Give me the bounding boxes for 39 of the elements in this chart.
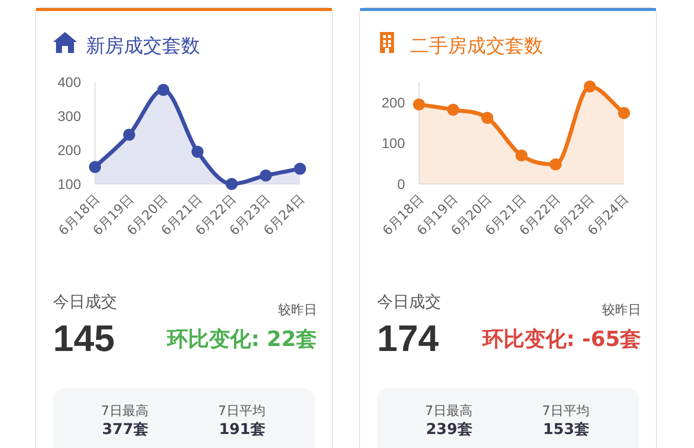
- y-tick-label: 300: [58, 108, 82, 124]
- point: [447, 104, 460, 116]
- point: [260, 170, 272, 182]
- text: 239套: [426, 420, 472, 439]
- y-tick-label: 400: [58, 74, 82, 90]
- point: [584, 80, 596, 92]
- point: [516, 149, 528, 162]
- text: 环比变化: 22套: [167, 326, 317, 353]
- text: 较昨日: [278, 302, 317, 319]
- text: 较昨日: [602, 302, 641, 319]
- text: 环比变化: -65套: [482, 326, 641, 353]
- point: [192, 146, 204, 158]
- text: 7日最高: [425, 403, 472, 420]
- point: [226, 178, 238, 190]
- text: 145: [53, 318, 115, 360]
- chart-title: 二手房成交套数: [410, 35, 543, 57]
- text: 191套: [219, 420, 266, 439]
- text: 今日成交: [377, 292, 441, 313]
- text: 174: [377, 318, 439, 360]
- point: [481, 112, 494, 124]
- text: 7日平均: [542, 403, 590, 420]
- y-tick-label: 200: [382, 94, 406, 110]
- text: 今日成交: [53, 292, 117, 313]
- text: 7日最高: [101, 403, 148, 420]
- point: [123, 128, 136, 141]
- point: [413, 98, 425, 110]
- y-tick-label: 100: [58, 176, 82, 192]
- point: [157, 84, 170, 96]
- point: [294, 162, 306, 175]
- text: 153套: [543, 420, 590, 439]
- point: [618, 107, 630, 120]
- chart-title: 新房成交套数: [86, 35, 200, 57]
- y-tick-label: 200: [58, 142, 82, 158]
- point: [550, 158, 562, 170]
- text: 377套: [102, 420, 148, 439]
- y-tick-label: 0: [397, 176, 406, 192]
- point: [89, 161, 101, 173]
- y-tick-label: 100: [382, 135, 406, 152]
- text: 7日平均: [218, 403, 266, 420]
